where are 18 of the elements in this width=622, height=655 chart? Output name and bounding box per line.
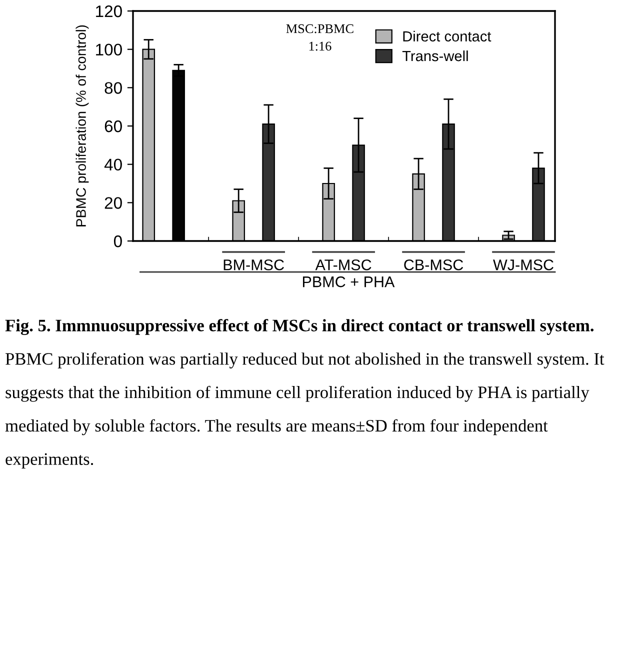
legend-label: Trans-well — [402, 50, 468, 62]
y-axis-title: PBMC proliferation (% of control) — [76, 25, 89, 226]
x-tick-label: BM-MSC — [224, 259, 284, 270]
legend-label: Direct contact — [403, 30, 492, 42]
y-tick-label: 80 — [104, 82, 122, 94]
annotation: MSC:PBMC 1:16 — [286, 24, 354, 51]
x-tick-label: AT-MSC — [315, 259, 372, 270]
text: PBMC proliferation was partially reduced but not abolished in the transwell system. It suggests that the inhibition of immune cell proliferation induced by PHA is partially mediated by soluble factors. The results are means±SD from four independent experiments. — [5, 352, 604, 468]
x-tick-label: WJ-MSC — [493, 259, 554, 270]
y-tick-label: 40 — [104, 158, 122, 171]
y-tick-label: 120 — [96, 5, 122, 18]
y-tick-label: 60 — [104, 120, 122, 132]
y-tick-label: 100 — [96, 44, 122, 56]
x-tick-label: CB-MSC — [404, 259, 464, 270]
caption: Fig. 5. Immnuosuppressive effect of MSCs in direct contact or transwell system. — [5, 318, 594, 336]
y-tick-label: 20 — [104, 197, 122, 209]
x-axis-title: PBMC + PHA — [302, 276, 395, 288]
y-tick-label: 0 — [114, 235, 122, 248]
